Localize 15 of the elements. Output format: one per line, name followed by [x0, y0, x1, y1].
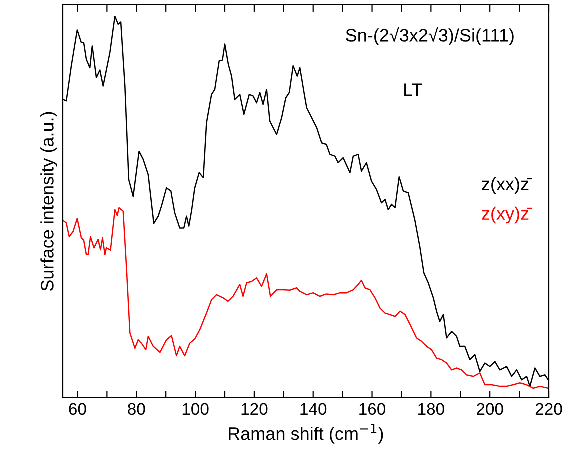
x-tick-label: 180 — [418, 403, 444, 416]
x-tick-label: 160 — [360, 403, 386, 416]
text: z(xy)z̄ — [482, 206, 532, 224]
x-tick-label: 100 — [182, 403, 209, 416]
text: z(xx)z̄ — [482, 177, 532, 194]
annotation: LT — [404, 84, 422, 96]
x-tick-label: 220 — [536, 403, 562, 416]
x-tick-label: 140 — [300, 403, 327, 416]
x-tick-label: 200 — [477, 403, 504, 416]
y-axis-title: Surface intensity (a.u.) — [40, 112, 58, 291]
annotation: Sn-(2√3x2√3)/Si(111) — [346, 27, 514, 46]
x-tick-label: 60 — [69, 403, 86, 416]
x-tick-label: 120 — [242, 403, 268, 416]
x-tick-label: 80 — [128, 403, 146, 416]
x-axis-title: Raman shift (cm$^{−1}$) — [229, 424, 384, 444]
